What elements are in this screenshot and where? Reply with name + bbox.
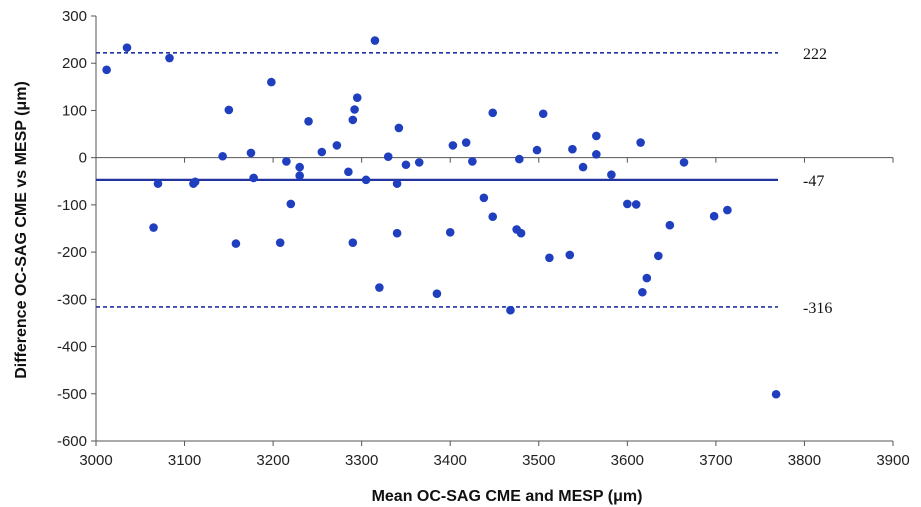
y-axis-title: Difference OC-SAG CME vs MESP (μm) xyxy=(13,81,30,379)
y-tick-label: -200 xyxy=(57,244,87,261)
data-point xyxy=(592,131,601,141)
data-point xyxy=(348,115,358,125)
data-point xyxy=(642,273,652,283)
x-tick-label: 3100 xyxy=(168,452,201,469)
y-tick-label: 300 xyxy=(62,8,87,25)
data-point xyxy=(636,138,645,147)
data-point xyxy=(295,171,304,180)
y-tick-label: 0 xyxy=(79,150,87,167)
y-tick-label: -300 xyxy=(57,291,87,308)
data-point xyxy=(771,389,781,399)
data-point xyxy=(578,162,588,172)
x-tick-label: 3300 xyxy=(345,452,378,469)
data-points xyxy=(102,36,781,399)
data-point xyxy=(538,109,548,119)
data-point xyxy=(383,152,393,162)
x-tick-label: 3400 xyxy=(434,452,467,469)
data-point xyxy=(275,238,285,247)
data-point xyxy=(532,145,542,155)
y-tick-label: 200 xyxy=(62,55,87,72)
data-point xyxy=(709,211,719,221)
x-tick-label: 3900 xyxy=(876,452,909,469)
data-point xyxy=(370,36,380,45)
data-point xyxy=(468,157,477,166)
data-point xyxy=(623,199,632,209)
x-axis-title: Mean OC-SAG CME and MESP (μm) xyxy=(372,488,643,505)
ticks: 300 200 100 0 -100 -200 -300 -400 -500 -600 3000 31… xyxy=(57,8,910,469)
reference-lines: 222 -47 -316 xyxy=(96,46,832,317)
data-point xyxy=(361,175,371,185)
y-tick-label: 100 xyxy=(62,102,87,119)
data-point xyxy=(638,287,647,297)
data-point xyxy=(506,305,515,315)
data-point xyxy=(348,238,358,247)
data-point xyxy=(304,117,313,126)
data-point xyxy=(375,283,384,292)
data-point xyxy=(394,123,404,133)
data-point xyxy=(607,170,616,179)
data-point xyxy=(631,200,641,209)
data-point xyxy=(122,43,132,52)
x-tick-label: 3800 xyxy=(788,452,821,469)
data-point xyxy=(565,250,575,260)
data-point xyxy=(218,151,227,161)
y-tick-label: -400 xyxy=(57,339,87,356)
data-point xyxy=(448,141,458,150)
y-tick-label: -600 xyxy=(57,433,87,450)
data-point xyxy=(445,227,455,237)
data-point xyxy=(679,158,689,167)
data-point xyxy=(479,193,489,203)
data-point xyxy=(282,157,291,166)
data-point xyxy=(654,251,663,261)
data-point xyxy=(592,150,601,159)
data-point xyxy=(249,173,258,183)
data-point xyxy=(350,105,359,114)
data-point xyxy=(665,220,675,230)
data-point xyxy=(149,223,158,232)
x-tick-label: 3500 xyxy=(522,452,555,469)
data-point xyxy=(295,162,304,172)
axes xyxy=(95,16,893,442)
data-point xyxy=(267,77,276,87)
lower-limit-label: -316 xyxy=(803,300,832,317)
x-tick-label: 3000 xyxy=(79,452,112,469)
data-point xyxy=(392,228,402,238)
data-point xyxy=(568,144,577,154)
data-point xyxy=(102,65,111,75)
data-point xyxy=(332,141,342,150)
data-point xyxy=(545,253,554,263)
data-point xyxy=(153,179,163,188)
data-point xyxy=(392,179,402,188)
data-point xyxy=(352,93,362,102)
data-point xyxy=(514,154,524,164)
data-point xyxy=(224,105,234,115)
data-point xyxy=(723,205,732,215)
x-tick-label: 3700 xyxy=(699,452,732,469)
data-point xyxy=(401,160,411,170)
data-point xyxy=(414,158,424,167)
data-point xyxy=(165,53,174,63)
y-tick-label: -100 xyxy=(57,197,87,214)
data-point xyxy=(488,108,498,118)
data-point xyxy=(317,147,327,157)
x-tick-label: 3200 xyxy=(256,452,289,469)
data-point xyxy=(488,212,498,221)
data-point xyxy=(190,177,200,187)
mean-difference-label: -47 xyxy=(803,173,824,190)
upper-limit-label: 222 xyxy=(803,46,827,63)
y-tick-label: -500 xyxy=(57,386,87,403)
x-tick-label: 3600 xyxy=(611,452,644,469)
data-point xyxy=(516,228,526,238)
data-point xyxy=(461,138,471,147)
data-point xyxy=(432,289,442,298)
data-point xyxy=(246,148,256,158)
data-point xyxy=(231,239,241,248)
data-point xyxy=(286,199,296,209)
data-point xyxy=(344,167,353,177)
